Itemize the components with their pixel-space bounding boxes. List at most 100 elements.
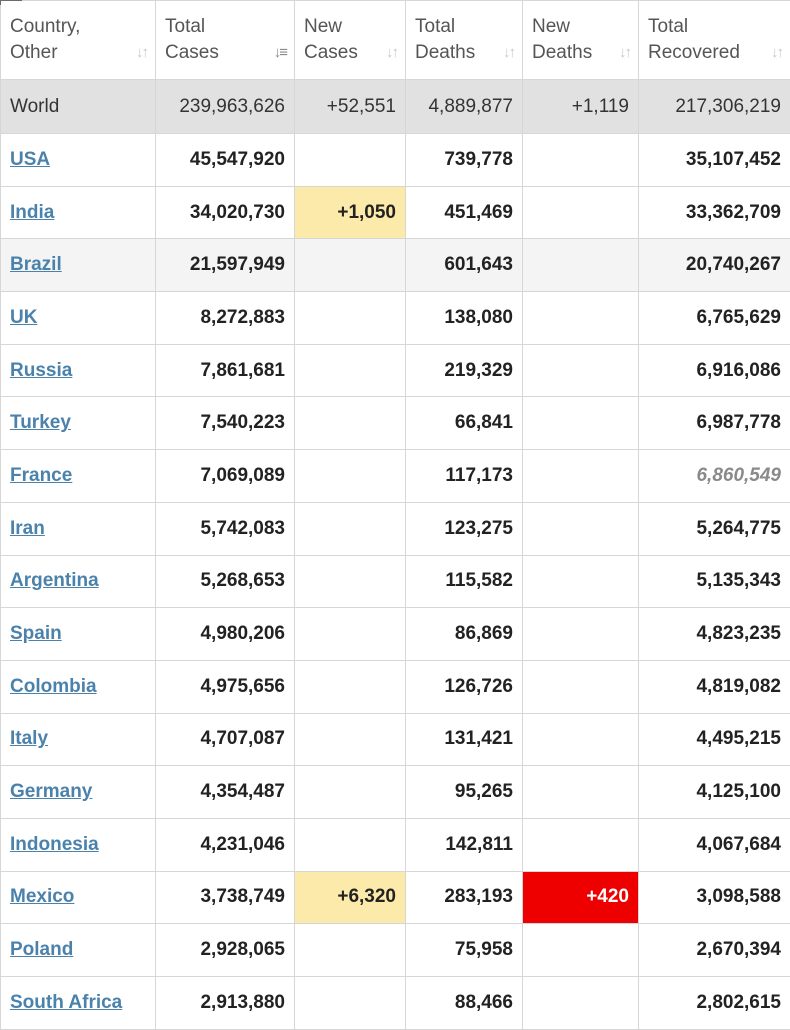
table-row: Italy 4,707,087 131,421 4,495,215 [0, 712, 790, 767]
sort-descending-icon[interactable]: ↓≡ [273, 44, 288, 61]
header-total-deaths-line1: Total [415, 16, 456, 37]
country-cell: USA [0, 133, 156, 187]
country-link[interactable]: Indonesia [10, 833, 99, 855]
table-row: Iran 5,742,083 123,275 5,264,775 [0, 501, 790, 556]
sort-icon[interactable]: ↓↑ [503, 44, 516, 61]
country-cell: Brazil [0, 238, 156, 293]
new-cases-cell [294, 607, 406, 661]
country-link[interactable]: Iran [10, 517, 45, 539]
new-cases-cell [294, 659, 406, 714]
country-link[interactable]: Spain [10, 623, 62, 645]
table-row: Russia 7,861,681 219,329 6,916,086 [0, 343, 790, 398]
world-new-cases: +52,551 [294, 79, 406, 134]
new-deaths-cell [522, 133, 639, 187]
total-deaths-cell: 142,811 [405, 817, 523, 872]
country-link[interactable]: USA [10, 148, 51, 170]
sort-icon[interactable]: ↓↑ [771, 44, 784, 61]
country-cell: Iran [0, 501, 156, 556]
total-recovered-cell: 6,916,086 [638, 343, 790, 398]
new-cases-cell: +1,050 [294, 185, 406, 240]
new-deaths-cell [522, 501, 639, 556]
table-row: France 7,069,089 117,173 6,860,549 [0, 449, 790, 503]
total-recovered-cell: 4,823,235 [638, 607, 790, 661]
new-deaths-cell [522, 343, 639, 398]
country-link[interactable]: Brazil [10, 254, 62, 276]
total-recovered-cell: 4,067,684 [638, 817, 790, 872]
total-cases-cell: 4,975,656 [155, 659, 295, 714]
world-name: World [0, 79, 156, 134]
country-link[interactable]: Poland [10, 939, 74, 961]
sort-icon[interactable]: ↓↑ [136, 44, 149, 61]
total-cases-cell: 8,272,883 [155, 291, 295, 345]
total-cases-cell: 7,861,681 [155, 343, 295, 398]
header-new-deaths-line2: Deaths [532, 42, 593, 63]
sort-icon[interactable]: ↓↑ [619, 44, 632, 61]
country-link[interactable]: Argentina [10, 570, 99, 592]
total-cases-cell: 4,707,087 [155, 712, 295, 767]
total-deaths-cell: 283,193 [405, 870, 523, 925]
header-new-deaths[interactable]: New Deaths ↓↑ [522, 0, 639, 80]
header-total-deaths[interactable]: Total Deaths ↓↑ [405, 0, 523, 80]
country-link[interactable]: South Africa [10, 991, 123, 1013]
header-total-deaths-line2: Deaths [415, 42, 476, 63]
table-row: Indonesia 4,231,046 142,811 4,067,684 [0, 817, 790, 872]
header-new-cases[interactable]: New Cases ↓↑ [294, 0, 406, 80]
new-deaths-cell [522, 817, 639, 872]
total-recovered-cell: 4,495,215 [638, 712, 790, 767]
header-total-cases[interactable]: Total Cases ↓≡ [155, 0, 295, 80]
sort-icon[interactable]: ↓↑ [386, 44, 399, 61]
total-cases-cell: 7,540,223 [155, 396, 295, 451]
header-new-cases-line2: Cases [304, 42, 358, 63]
country-cell: South Africa [0, 976, 156, 1030]
country-link[interactable]: Germany [10, 781, 93, 803]
table-row: USA 45,547,920 739,778 35,107,452 [0, 133, 790, 187]
new-cases-cell [294, 133, 406, 187]
total-recovered-cell: 4,819,082 [638, 659, 790, 714]
header-row: Country, Other ↓↑ Total Cases ↓≡ New Cas… [0, 0, 790, 80]
country-cell: Colombia [0, 659, 156, 714]
new-deaths-cell [522, 923, 639, 977]
header-new-cases-line1: New [304, 16, 343, 37]
country-link[interactable]: France [10, 464, 73, 486]
new-deaths-cell [522, 554, 639, 609]
total-cases-cell: 45,547,920 [155, 133, 295, 187]
new-deaths-cell [522, 765, 639, 819]
total-deaths-cell: 739,778 [405, 133, 523, 187]
country-link[interactable]: Colombia [10, 675, 97, 697]
new-deaths-cell [522, 291, 639, 345]
country-link[interactable]: Italy [10, 728, 49, 750]
country-cell: Spain [0, 607, 156, 661]
total-deaths-cell: 601,643 [405, 238, 523, 293]
country-link[interactable]: Turkey [10, 412, 71, 434]
table-row: Spain 4,980,206 86,869 4,823,235 [0, 607, 790, 661]
total-cases-cell: 2,928,065 [155, 923, 295, 977]
table-row: UK 8,272,883 138,080 6,765,629 [0, 291, 790, 345]
country-link[interactable]: UK [10, 306, 38, 328]
total-cases-cell: 34,020,730 [155, 185, 295, 240]
total-deaths-cell: 88,466 [405, 976, 523, 1030]
country-cell: India [0, 185, 156, 240]
country-link[interactable]: Russia [10, 359, 73, 381]
world-total-recovered: 217,306,219 [638, 79, 790, 134]
table-row: India 34,020,730 +1,050 451,469 33,362,709 [0, 185, 790, 240]
country-link[interactable]: Mexico [10, 886, 75, 908]
table-row: Germany 4,354,487 95,265 4,125,100 [0, 765, 790, 819]
world-total-row: World 239,963,626 +52,551 4,889,877 +1,1… [0, 79, 790, 134]
total-cases-cell: 5,742,083 [155, 501, 295, 556]
country-cell: Russia [0, 343, 156, 398]
new-cases-cell [294, 923, 406, 977]
total-cases-cell: 4,980,206 [155, 607, 295, 661]
header-total-cases-line1: Total [165, 16, 206, 37]
header-country[interactable]: Country, Other ↓↑ [0, 0, 156, 80]
total-recovered-cell: 6,765,629 [638, 291, 790, 345]
total-recovered-cell: 33,362,709 [638, 185, 790, 240]
total-recovered-cell: 4,125,100 [638, 765, 790, 819]
new-cases-cell [294, 291, 406, 345]
country-cell: France [0, 449, 156, 503]
new-deaths-cell [522, 238, 639, 293]
header-total-recovered[interactable]: Total Recovered ↓↑ [638, 0, 790, 80]
new-deaths-cell [522, 396, 639, 451]
new-deaths-cell [522, 607, 639, 661]
world-total-cases: 239,963,626 [155, 79, 295, 134]
country-link[interactable]: India [10, 201, 55, 223]
